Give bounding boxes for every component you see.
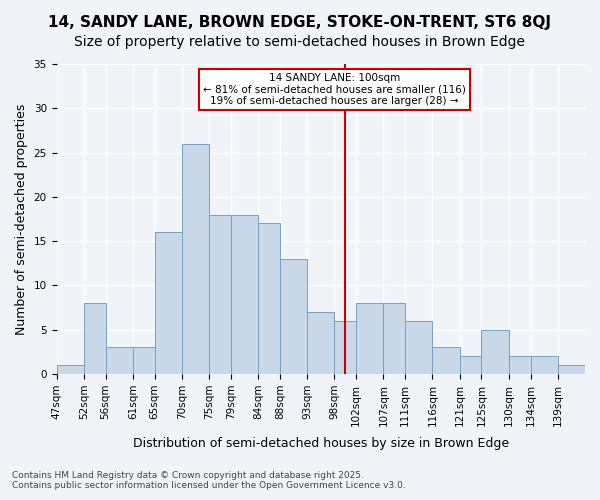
Text: Contains HM Land Registry data © Crown copyright and database right 2025.
Contai: Contains HM Land Registry data © Crown c… xyxy=(12,470,406,490)
Bar xyxy=(209,214,231,374)
Bar xyxy=(356,303,383,374)
Bar xyxy=(106,348,133,374)
Text: 14 SANDY LANE: 100sqm
← 81% of semi-detached houses are smaller (116)
19% of sem: 14 SANDY LANE: 100sqm ← 81% of semi-deta… xyxy=(203,73,466,106)
Bar xyxy=(509,356,530,374)
Bar xyxy=(231,214,258,374)
Bar xyxy=(155,232,182,374)
Bar xyxy=(307,312,334,374)
Bar xyxy=(530,356,558,374)
Bar xyxy=(56,365,84,374)
Bar xyxy=(433,348,460,374)
Bar xyxy=(383,303,405,374)
Bar xyxy=(334,321,356,374)
Bar xyxy=(84,303,106,374)
Bar xyxy=(558,365,585,374)
Text: 14, SANDY LANE, BROWN EDGE, STOKE-ON-TRENT, ST6 8QJ: 14, SANDY LANE, BROWN EDGE, STOKE-ON-TRE… xyxy=(49,15,551,30)
Bar xyxy=(405,321,433,374)
Bar xyxy=(481,330,509,374)
Y-axis label: Number of semi-detached properties: Number of semi-detached properties xyxy=(15,104,28,334)
Bar xyxy=(133,348,155,374)
Bar xyxy=(460,356,481,374)
Bar xyxy=(280,259,307,374)
Bar xyxy=(258,224,280,374)
Text: Size of property relative to semi-detached houses in Brown Edge: Size of property relative to semi-detach… xyxy=(74,35,526,49)
X-axis label: Distribution of semi-detached houses by size in Brown Edge: Distribution of semi-detached houses by … xyxy=(133,437,509,450)
Bar xyxy=(182,144,209,374)
